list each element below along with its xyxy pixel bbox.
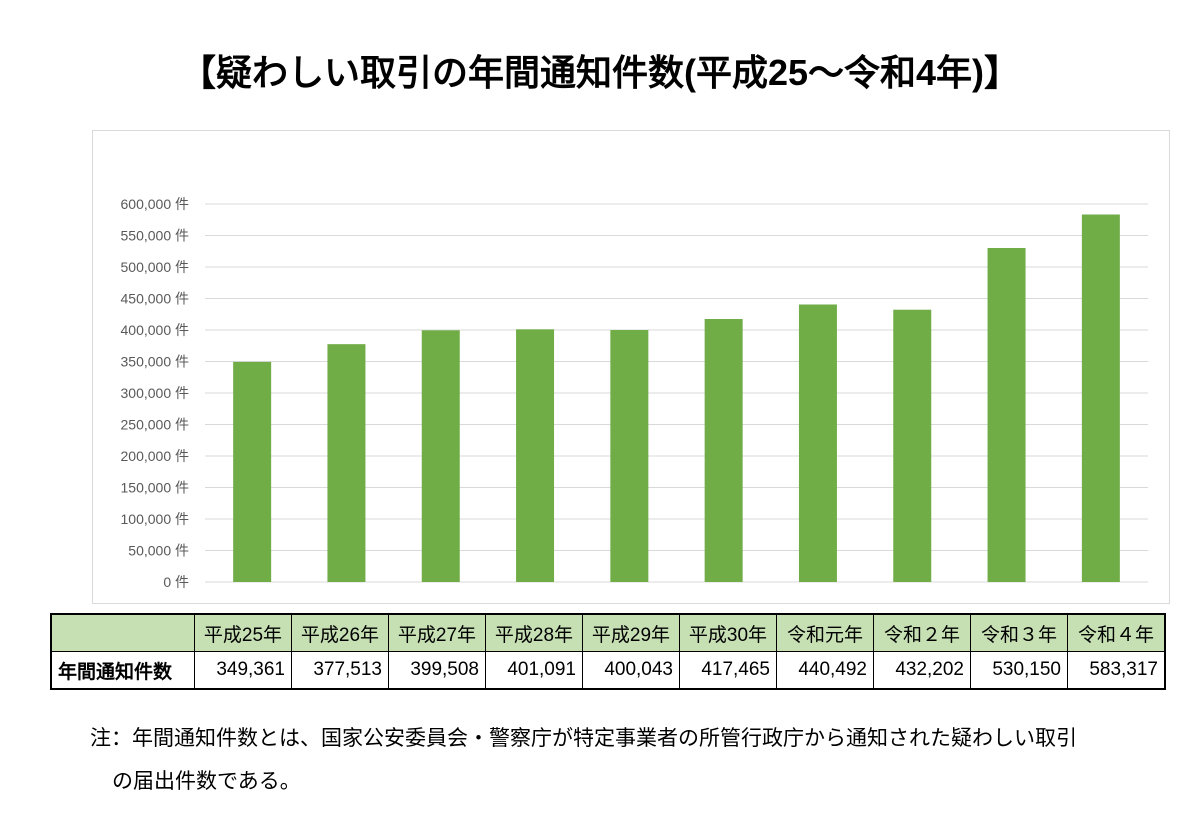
chart-area: 0 件 50,000 件 100,000 件 150,000 件 200,000 件 25… <box>92 130 1170 604</box>
page-title: 【疑わしい取引の年間通知件数(平成25～令和4年)】 <box>179 52 1021 93</box>
table-cell: 401,091 <box>485 651 583 690</box>
table-header-cell: 令和元年 <box>776 613 874 652</box>
table-cell: 349,361 <box>194 651 292 690</box>
table-cell: 400,043 <box>582 651 680 690</box>
table-cell: 377,513 <box>291 651 389 690</box>
table-header-row: 平成25年 平成26年 平成27年 平成28年 平成29年 平成30年 令和元年 令和２年 令和… <box>50 613 1166 652</box>
bar-4 <box>610 329 649 582</box>
table-header-cell: 令和３年 <box>970 613 1068 652</box>
y-tick-label: 100,000 件 <box>121 511 190 527</box>
bar-5 <box>704 318 743 582</box>
bar-6 <box>798 304 837 582</box>
data-table: 平成25年 平成26年 平成27年 平成28年 平成29年 平成30年 令和元年 令和２年 令和… <box>50 613 1166 690</box>
note-line-2: の届出件数である。 <box>112 769 301 793</box>
bar-chart: 0 件 50,000 件 100,000 件 150,000 件 200,000 件 25… <box>121 196 1148 590</box>
y-tick-label: 150,000 件 <box>121 480 190 496</box>
y-tick-label: 50,000 件 <box>128 543 189 559</box>
table-header-cell: 平成29年 <box>582 613 680 652</box>
table-cell: 530,150 <box>970 651 1068 690</box>
table-cell: 432,202 <box>873 651 971 690</box>
bar-7 <box>893 309 932 582</box>
table-cell: 583,317 <box>1067 651 1166 690</box>
y-tick-label: 500,000 件 <box>121 259 190 275</box>
y-tick-label: 300,000 件 <box>121 385 190 401</box>
y-tick-label: 400,000 件 <box>121 322 190 338</box>
note-line-1: 注：年間通知件数とは、国家公安委員会・警察庁が特定事業者の所管行政庁から通知され… <box>90 726 1077 750</box>
table-header-cell: 平成26年 <box>291 613 389 652</box>
table-header-cell: 平成27年 <box>388 613 486 652</box>
y-tick-label: 250,000 件 <box>121 417 190 433</box>
table-header-cell: 令和４年 <box>1067 613 1166 652</box>
y-tick-label: 550,000 件 <box>121 228 190 244</box>
y-tick-label: 350,000 件 <box>121 354 190 370</box>
table-header-cell: 令和２年 <box>873 613 971 652</box>
table-header-cell: 平成30年 <box>679 613 777 652</box>
table-header-cell: 平成28年 <box>485 613 583 652</box>
bar-1 <box>327 344 366 582</box>
table-row: 年間通知件数 349,361 377,513 399,508 401,091 400,04… <box>50 651 1166 690</box>
table-row-label: 年間通知件数 <box>50 651 195 690</box>
y-tick-label: 0 件 <box>163 574 189 590</box>
bar-0 <box>233 361 272 582</box>
bar-9 <box>1081 214 1120 582</box>
bar-2 <box>421 330 460 582</box>
y-tick-label: 600,000 件 <box>121 196 190 212</box>
y-tick-label: 200,000 件 <box>121 448 190 464</box>
table-cell: 440,492 <box>776 651 874 690</box>
bar-8 <box>987 248 1026 582</box>
table-cell: 417,465 <box>679 651 777 690</box>
table-corner-cell <box>50 613 195 652</box>
table-header-cell: 平成25年 <box>194 613 292 652</box>
table-cell: 399,508 <box>388 651 486 690</box>
y-tick-label: 450,000 件 <box>121 291 190 307</box>
bar-3 <box>516 329 555 582</box>
